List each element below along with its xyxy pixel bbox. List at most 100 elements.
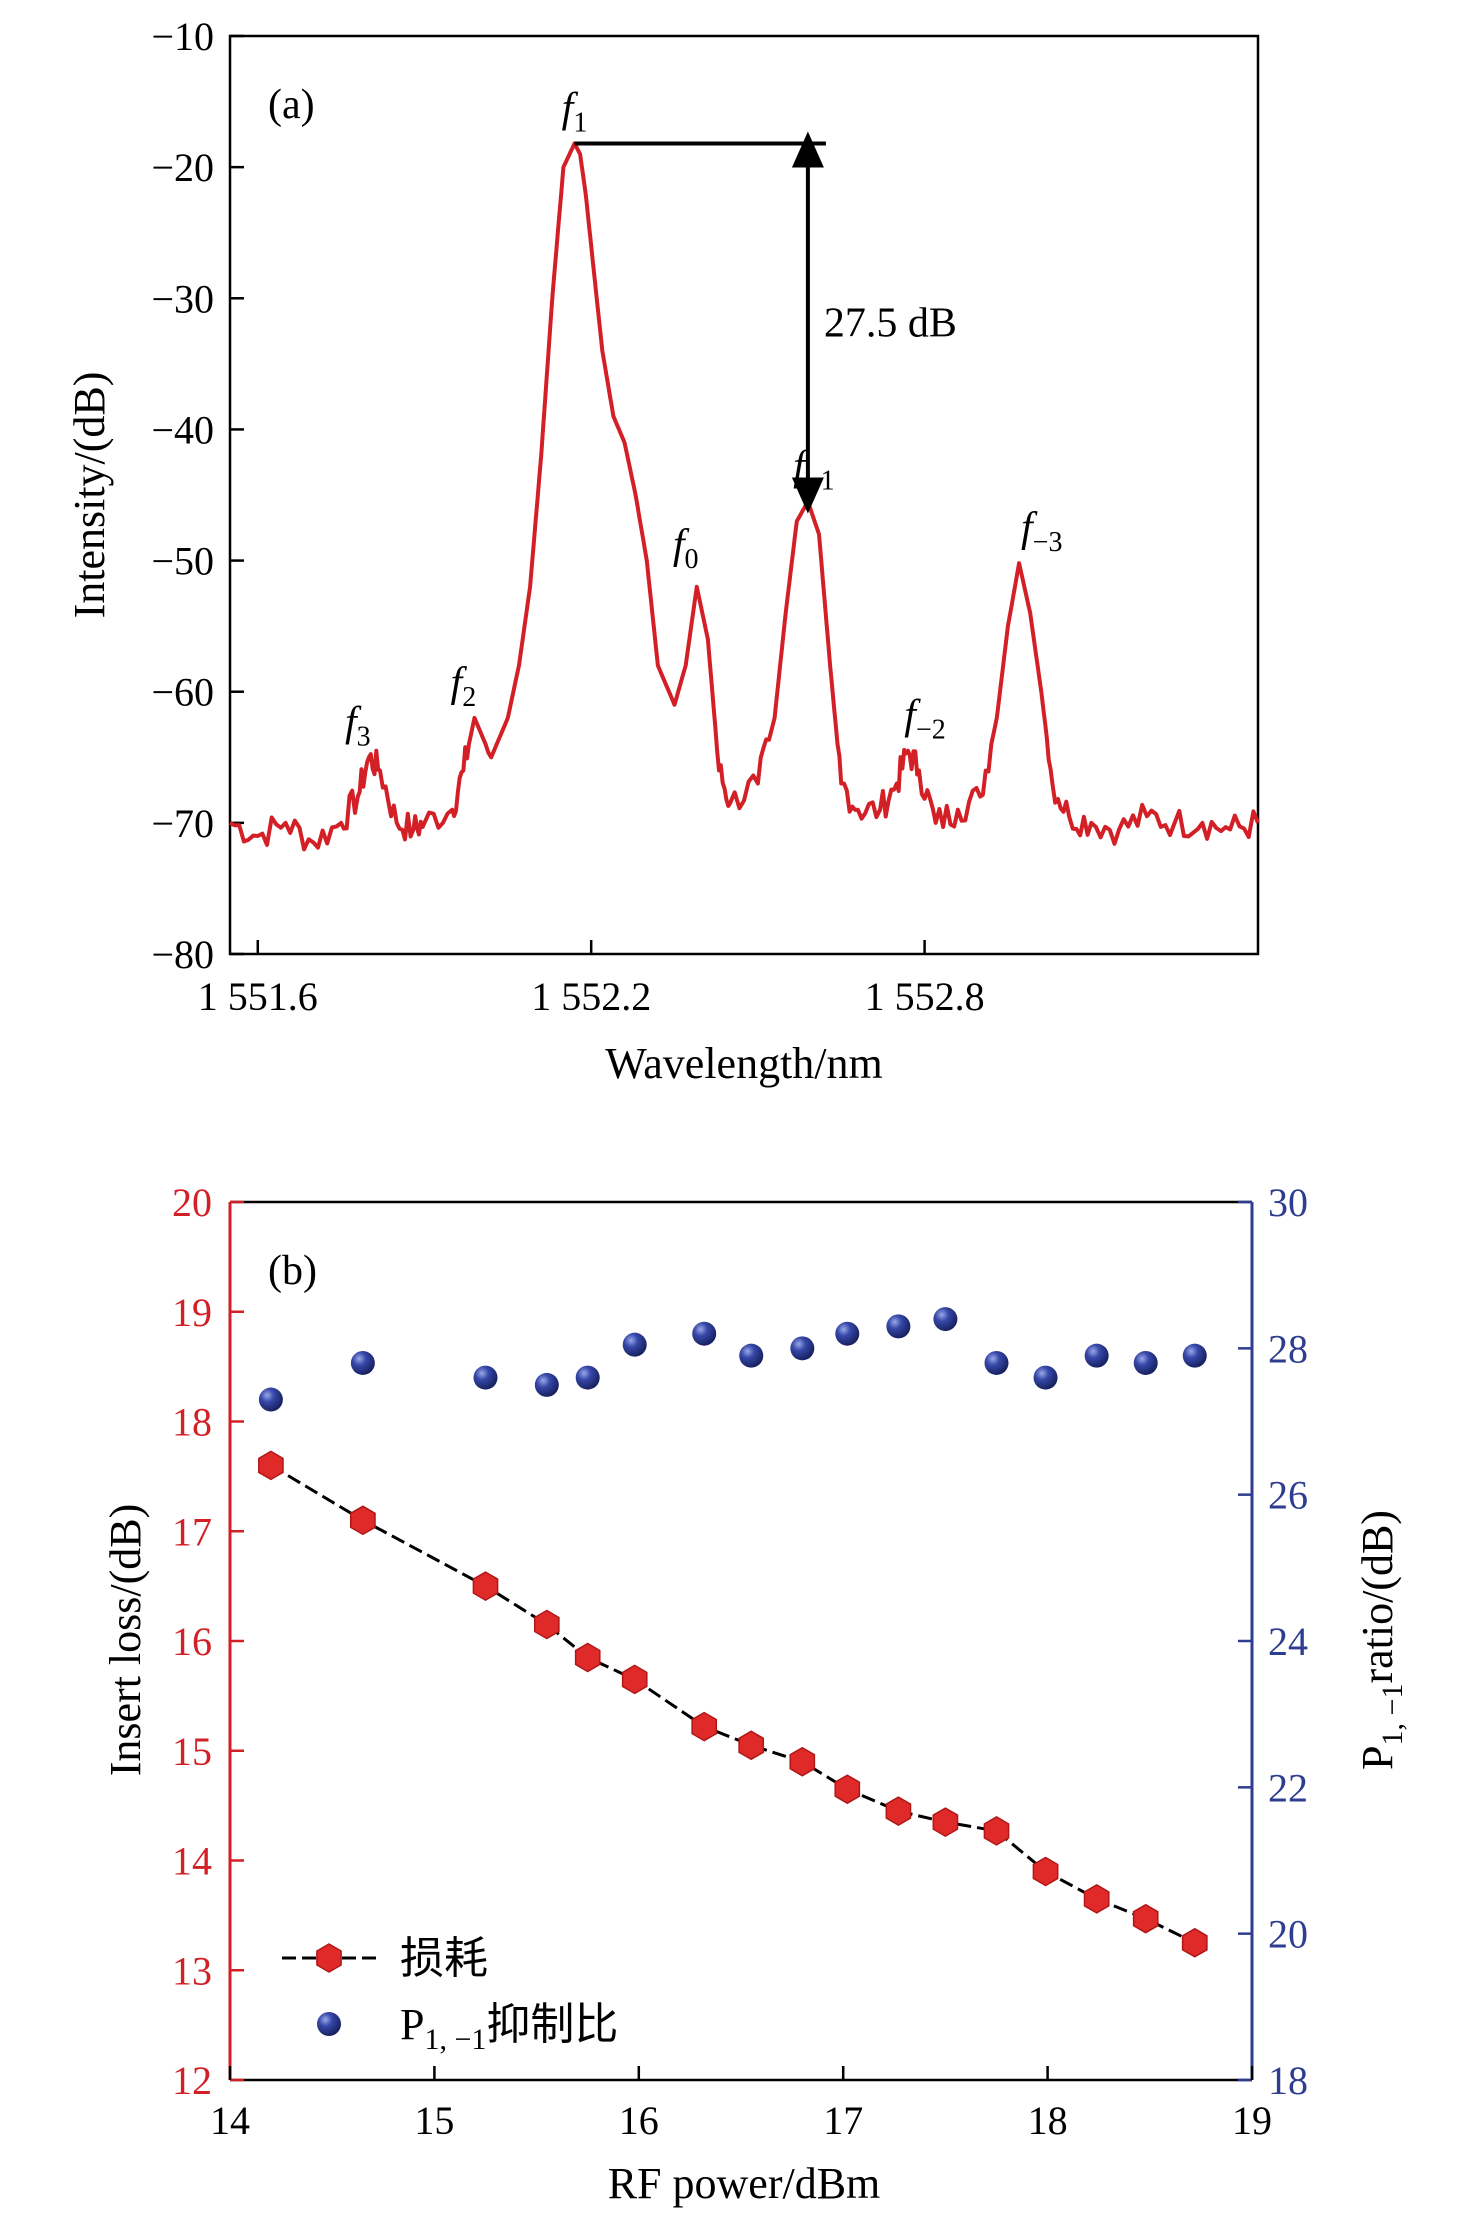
left-y-tick-label-b: 17 — [172, 1509, 212, 1554]
loss-point — [691, 1711, 718, 1742]
ratio-point — [350, 1350, 375, 1375]
x-tick-label-b: 18 — [1028, 2098, 1068, 2143]
right-y-tick-label-b: 24 — [1268, 1619, 1308, 1664]
ratio-point — [790, 1336, 815, 1361]
right-y-tick-label-b: 20 — [1268, 1912, 1308, 1957]
right-y-tick-label-b: 30 — [1268, 1180, 1308, 1225]
suppression-annotation: 27.5 dB — [574, 131, 957, 514]
plot-frame-a — [228, 34, 1260, 956]
left-y-axis-title-b: Insert loss/(dB) — [101, 1504, 150, 1777]
legend-ratio-label: P1, −1抑制比 — [400, 2000, 618, 2056]
legend-loss-label: 损耗 — [400, 1934, 488, 1983]
loss-point — [1032, 1856, 1059, 1887]
y-tick-label-a: −60 — [151, 670, 214, 715]
ratio-point — [984, 1350, 1009, 1375]
suppression-value: 27.5 dB — [824, 301, 957, 347]
right-y-axis-b: 18 20 22 24 26 28 30 — [1238, 1180, 1308, 2103]
peak-label: f0 — [673, 522, 699, 575]
ratio-point — [1133, 1350, 1158, 1375]
right-y-tick-label-b: 22 — [1268, 1765, 1308, 1810]
left-y-tick-label-b: 16 — [172, 1619, 212, 1664]
loss-point — [789, 1746, 816, 1777]
spectrum-line — [229, 141, 1260, 852]
legend-ratio-marker — [317, 2012, 341, 2036]
y-tick-label-a: −50 — [151, 539, 214, 584]
ratio-point — [886, 1314, 911, 1339]
peak-labels: f3 f2 f1 f0 f−1 f−2 f−3 — [345, 86, 1062, 753]
left-y-tick-label-b: 13 — [172, 1948, 212, 1993]
ratio-point — [1033, 1365, 1058, 1390]
right-y-axis-title-b: P1, −1ratio/(dB) — [1353, 1510, 1409, 1770]
y-tick-label-a: −70 — [151, 801, 214, 846]
legend-loss-marker — [316, 1943, 342, 1973]
panel-label-b: (b) — [268, 1248, 317, 1294]
loss-point — [258, 1450, 284, 1481]
peak-label: f−2 — [904, 693, 945, 746]
loss-point — [1132, 1903, 1159, 1934]
x-tick-label-b: 19 — [1232, 2098, 1272, 2143]
y-tick-label-a: −30 — [151, 276, 214, 321]
peak-label: f3 — [345, 699, 371, 752]
left-y-tick-label-b: 14 — [172, 1839, 212, 1884]
left-y-tick-label-b: 18 — [172, 1400, 212, 1445]
peak-label: f−1 — [793, 444, 834, 497]
left-y-tick-label-b: 19 — [172, 1290, 212, 1335]
y-axis-title-a: Intensity/(dB) — [65, 372, 114, 619]
y-tick-label-a: −10 — [151, 14, 214, 59]
loss-point — [885, 1796, 912, 1826]
left-y-tick-label-b: 12 — [172, 2058, 212, 2103]
legend: 损耗 P1, −1抑制比 — [282, 1934, 618, 2056]
x-tick-label-a: 1 552.8 — [865, 974, 985, 1019]
ratio-point — [622, 1332, 647, 1357]
ratio-point — [473, 1365, 498, 1390]
ratio-point — [258, 1387, 283, 1412]
x-tick-label-a: 1 552.2 — [531, 974, 651, 1019]
loss-point — [738, 1730, 765, 1761]
loss-point — [1181, 1927, 1208, 1958]
right-y-tick-label-b: 28 — [1268, 1326, 1308, 1371]
x-axis-b: 14 15 16 17 18 19 — [210, 2066, 1272, 2143]
left-y-axis-b: 12 13 14 15 16 17 18 19 20 — [172, 1180, 244, 2103]
x-tick-label-b: 15 — [414, 2098, 454, 2143]
x-tick-label-b: 14 — [210, 2098, 250, 2143]
loss-point — [1083, 1884, 1110, 1914]
loss-point — [472, 1571, 499, 1601]
loss-point — [349, 1505, 376, 1536]
right-y-tick-label-b: 26 — [1268, 1473, 1308, 1518]
ratio-point — [739, 1343, 764, 1368]
loss-point — [621, 1664, 648, 1695]
ratio-point — [692, 1321, 717, 1346]
x-tick-label-b: 17 — [823, 2098, 863, 2143]
plot-frame-b — [228, 1200, 1254, 2082]
x-axis-title-a: Wavelength/nm — [605, 1039, 883, 1088]
loss-point — [533, 1609, 560, 1640]
y-tick-label-a: −80 — [151, 932, 214, 977]
y-axis-a: −80 −70 −60 −50 −40 −30 −20 −10 — [151, 14, 244, 977]
ratio-point — [1182, 1343, 1207, 1368]
left-y-tick-label-b: 20 — [172, 1180, 212, 1225]
ratio-point — [1084, 1343, 1109, 1368]
series-b — [258, 1307, 1208, 1958]
x-axis-title-b: RF power/dBm — [608, 2159, 881, 2208]
loss-point — [574, 1642, 601, 1673]
y-tick-label-a: −40 — [151, 407, 214, 452]
panel-a: −80−70−60−50−40−30−20−10 1 551.6 1 552.2 1… — [65, 14, 1260, 1088]
panel-label-a: (a) — [268, 82, 315, 128]
loss-point — [932, 1807, 959, 1837]
loss-point — [983, 1816, 1010, 1846]
right-y-tick-label-b: 18 — [1268, 2058, 1308, 2103]
ratio-point — [933, 1307, 958, 1332]
x-axis-a: 1 551.6 1 552.2 1 552.8 — [198, 940, 985, 1019]
ratio-point — [835, 1321, 860, 1346]
y-tick-label-a: −20 — [151, 145, 214, 190]
peak-label: f1 — [562, 86, 588, 139]
peak-label: f−3 — [1021, 505, 1062, 558]
x-tick-label-b: 16 — [619, 2098, 659, 2143]
peak-label: f2 — [451, 660, 477, 713]
left-y-tick-label-b: 15 — [172, 1729, 212, 1774]
ratio-point — [534, 1372, 559, 1397]
ratio-point — [575, 1365, 600, 1390]
loss-point — [834, 1774, 861, 1805]
